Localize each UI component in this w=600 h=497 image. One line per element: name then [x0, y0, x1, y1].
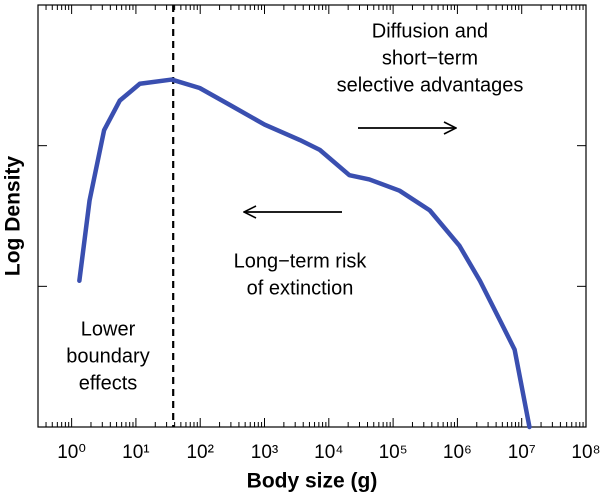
annotation: Long−term risk — [234, 250, 368, 272]
annotation: effects — [79, 372, 138, 394]
x-tick-label: 10³ — [251, 442, 278, 463]
x-tick-label: 10⁴ — [314, 442, 343, 463]
x-axis-label: Body size (g) — [247, 470, 378, 493]
x-tick-label: 10⁰ — [57, 442, 86, 463]
annotation: boundary — [66, 345, 149, 367]
annotation: of extinction — [247, 277, 354, 299]
annotation: selective advantages — [337, 74, 524, 96]
data-line — [77, 77, 532, 430]
x-tick-label: 10¹ — [122, 442, 149, 463]
y-axis-label: Log Density — [2, 156, 25, 276]
annotation: Lower — [81, 318, 136, 340]
x-tick-label: 10⁶ — [443, 442, 472, 463]
x-tick-label: 10⁵ — [379, 442, 408, 463]
x-tick-label: 10⁷ — [508, 442, 536, 463]
x-tick-label: 10⁸ — [571, 442, 600, 463]
annotation: short−term — [382, 47, 478, 69]
annotation: Diffusion and — [372, 20, 488, 42]
x-tick-label: 10² — [186, 442, 213, 463]
plot-frame — [37, 4, 587, 428]
